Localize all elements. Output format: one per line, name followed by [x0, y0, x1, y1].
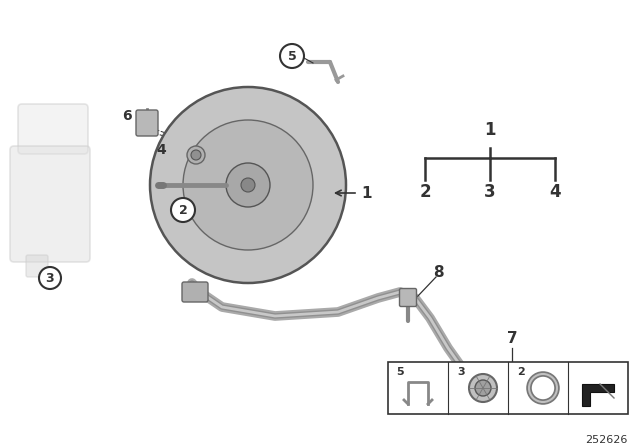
Circle shape	[191, 150, 201, 160]
Bar	[388, 362, 628, 414]
Text: 4: 4	[156, 143, 166, 157]
Text: 3: 3	[457, 367, 465, 377]
Circle shape	[171, 198, 195, 222]
Text: 3: 3	[484, 183, 496, 201]
Text: 2: 2	[419, 183, 431, 201]
Text: 2: 2	[179, 203, 188, 216]
Circle shape	[183, 120, 313, 250]
Circle shape	[187, 146, 205, 164]
Circle shape	[226, 163, 270, 207]
FancyBboxPatch shape	[399, 289, 417, 306]
Text: 5: 5	[287, 49, 296, 63]
Circle shape	[469, 374, 497, 402]
Circle shape	[553, 385, 571, 403]
Circle shape	[241, 178, 255, 192]
Text: 1: 1	[361, 185, 371, 201]
FancyBboxPatch shape	[10, 146, 90, 262]
Circle shape	[150, 87, 346, 283]
Text: 8: 8	[433, 264, 444, 280]
Polygon shape	[582, 384, 614, 406]
Text: 4: 4	[549, 183, 561, 201]
FancyBboxPatch shape	[18, 104, 88, 154]
Circle shape	[280, 44, 304, 68]
FancyBboxPatch shape	[182, 282, 208, 302]
FancyBboxPatch shape	[136, 110, 158, 136]
Text: 1: 1	[484, 121, 496, 139]
Text: 3: 3	[45, 271, 54, 284]
Text: 4: 4	[191, 174, 201, 188]
Circle shape	[475, 380, 491, 396]
Text: 7: 7	[507, 331, 517, 345]
Circle shape	[39, 267, 61, 289]
Text: 6: 6	[122, 109, 132, 123]
FancyBboxPatch shape	[26, 255, 48, 277]
Text: 252626: 252626	[586, 435, 628, 445]
Text: 5: 5	[396, 367, 404, 377]
Text: 2: 2	[517, 367, 525, 377]
